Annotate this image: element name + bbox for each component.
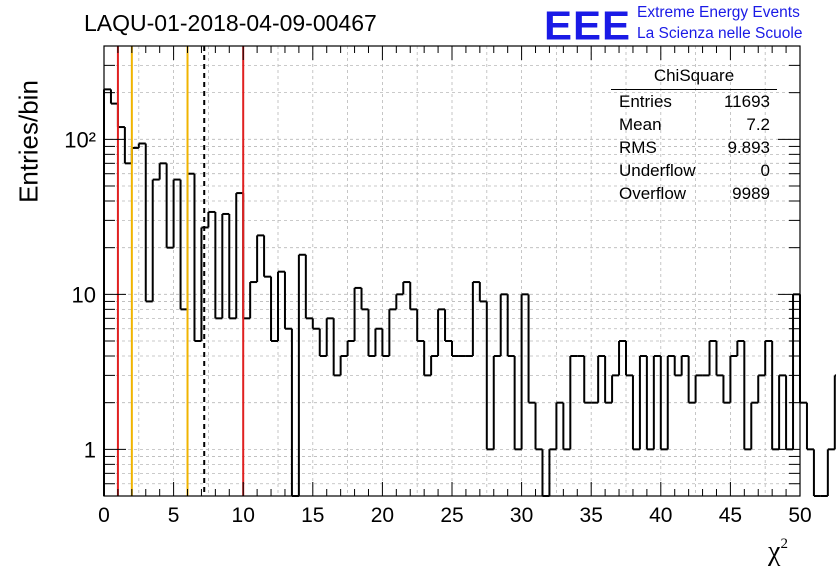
y-axis-label: Entries/bin	[13, 80, 44, 203]
stats-row-underflow: Underflow 0	[611, 159, 777, 182]
x-axis-ticks: 0 5 10 15 20 25 30 35 40 45 50	[98, 46, 812, 527]
y-axis-ticks: 1 10 10²	[64, 45, 800, 497]
x-tick-label: 0	[98, 504, 110, 527]
x-tick-label: 40	[649, 504, 672, 527]
grid-lines	[104, 45, 800, 497]
stats-label: Entries	[619, 92, 672, 111]
x-tick-label: 50	[788, 504, 811, 527]
stats-label: Overflow	[619, 184, 687, 203]
chart-title: LAQU-01-2018-04-09-00467	[84, 10, 377, 36]
x-tick-label: 25	[440, 504, 463, 527]
y-tick-label: 10	[72, 282, 96, 307]
stats-row-entries: Entries 11693	[611, 90, 777, 113]
x-tick-label: 30	[510, 504, 533, 527]
stats-value: 9.893	[727, 138, 770, 157]
stats-label: Mean	[619, 115, 662, 134]
y-tick-label: 1	[84, 437, 96, 462]
stats-row-overflow: Overflow 9989	[611, 182, 777, 205]
stats-value: 11693	[723, 92, 770, 111]
x-tick-label: 10	[232, 504, 255, 527]
x-axis-label: χ2	[768, 536, 788, 567]
stats-title: ChiSquare	[611, 66, 777, 90]
stats-label: RMS	[619, 138, 657, 157]
stats-row-mean: Mean 7.2	[611, 113, 777, 136]
logo-line-2: La Scienza nelle Scuole	[637, 25, 803, 42]
x-tick-label: 15	[301, 504, 324, 527]
y-tick-label: 10²	[64, 127, 96, 152]
eee-logo: EEE	[544, 2, 632, 49]
logo-line-1: Extreme Energy Events	[637, 4, 800, 21]
x-tick-label: 45	[719, 504, 742, 527]
x-tick-label: 20	[371, 504, 394, 527]
x-tick-label: 5	[168, 504, 180, 527]
x-tick-label: 35	[580, 504, 603, 527]
stats-value: 7.2	[746, 115, 770, 134]
stats-row-rms: RMS 9.893	[611, 136, 777, 159]
stats-box: ChiSquare Entries 11693 Mean 7.2 RMS 9.893 …	[611, 66, 777, 205]
stats-value: 9989	[732, 184, 770, 203]
stats-label: Underflow	[619, 161, 696, 180]
stats-value: 0	[760, 161, 770, 180]
reference-lines	[116, 46, 245, 496]
